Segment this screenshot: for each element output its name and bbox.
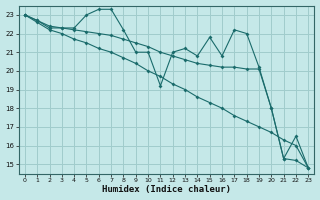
- X-axis label: Humidex (Indice chaleur): Humidex (Indice chaleur): [102, 185, 231, 194]
